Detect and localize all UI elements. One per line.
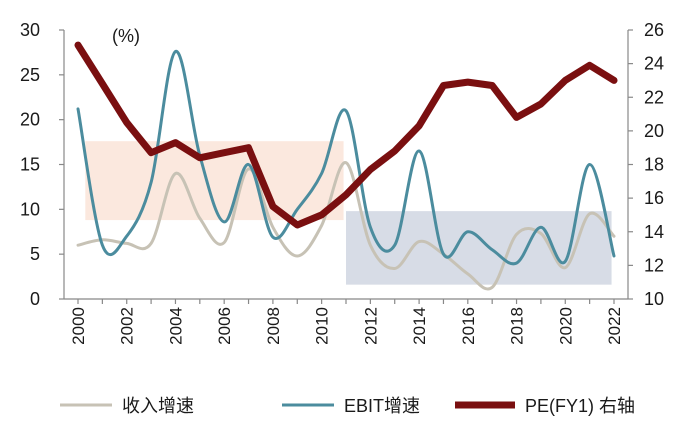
left-tick-label: 5 [30, 244, 40, 264]
x-tick-label: 2018 [508, 307, 527, 345]
right-tick-label: 14 [644, 222, 664, 242]
legend-label: PE(FY1) 右轴 [525, 396, 635, 416]
right-tick-label: 20 [644, 121, 664, 141]
left-axis-ticks: 0 5 10 15 20 25 30 [20, 20, 64, 309]
x-tick-label: 2002 [118, 307, 137, 345]
x-tick-label: 2014 [410, 307, 429, 345]
x-tick-label: 2000 [69, 307, 88, 345]
left-tick-label: 0 [30, 289, 40, 309]
x-tick-label: 2012 [361, 307, 380, 345]
left-tick-label: 10 [20, 199, 40, 219]
pe-fy1-line [74, 41, 618, 229]
right-tick-label: 12 [644, 255, 664, 275]
x-axis-ticks: 2000 2002 2004 2006 2008 2010 2012 2014 2016 2018… [69, 299, 624, 345]
left-tick-label: 15 [20, 155, 40, 175]
left-tick-label: 20 [20, 110, 40, 130]
x-tick-label: 2010 [313, 307, 332, 345]
highlight-regions [85, 141, 612, 285]
x-tick-label: 2022 [605, 307, 624, 345]
right-tick-label: 26 [644, 20, 664, 40]
x-tick-label: 2006 [215, 307, 234, 345]
x-tick-label: 2020 [556, 307, 575, 345]
x-tick-label: 2008 [264, 307, 283, 345]
legend-label: EBIT增速 [344, 396, 420, 416]
right-axis-ticks: 10 12 14 16 18 20 22 24 26 [628, 20, 664, 309]
left-tick-label: 30 [20, 20, 40, 40]
right-tick-label: 22 [644, 87, 664, 107]
right-tick-label: 10 [644, 289, 664, 309]
revenue-growth-line [76, 161, 616, 291]
ebit-growth-line [76, 49, 616, 266]
series-lines [74, 41, 618, 291]
x-tick-label: 2016 [459, 307, 478, 345]
right-tick-label: 18 [644, 155, 664, 175]
legend-label: 收入增速 [122, 396, 194, 416]
right-tick-label: 16 [644, 188, 664, 208]
legend: 收入增速 EBIT增速 PE(FY1) 右轴 [60, 396, 635, 416]
unit-label: (%) [112, 26, 140, 46]
left-tick-label: 25 [20, 65, 40, 85]
right-tick-label: 24 [644, 54, 664, 74]
x-tick-label: 2004 [166, 307, 185, 345]
highlight-region-2 [346, 211, 612, 285]
